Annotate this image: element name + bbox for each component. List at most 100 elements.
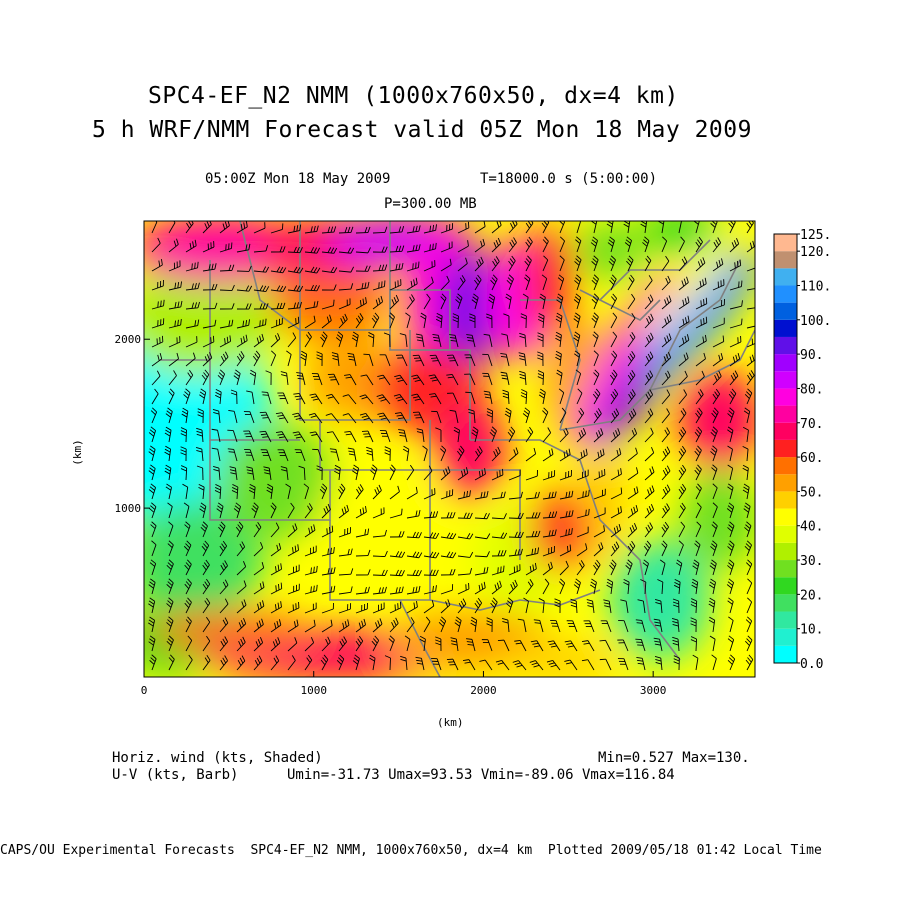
wind-barb	[219, 284, 235, 292]
wind-barb	[661, 408, 670, 424]
wind-barb	[610, 487, 623, 500]
wind-barb	[440, 584, 454, 595]
wind-barb	[219, 560, 228, 576]
wind-barb	[394, 374, 408, 386]
wind-barb	[219, 579, 229, 595]
wind-barb	[316, 465, 323, 481]
wind-barb	[627, 486, 639, 500]
wind-barb	[366, 446, 374, 462]
colorbar-swatch	[774, 560, 797, 578]
subtitle-time: 05:00Z Mon 18 May 2009	[205, 171, 391, 187]
wind-barb	[746, 578, 753, 595]
wind-barb	[479, 659, 493, 671]
wind-barb	[746, 239, 755, 253]
wind-barb	[389, 226, 405, 234]
wind-barb	[149, 654, 157, 671]
wind-barb	[321, 299, 335, 310]
wind-barb	[617, 658, 629, 671]
wind-barb	[555, 331, 562, 348]
wind-barb	[709, 559, 717, 576]
wind-barb	[277, 392, 289, 405]
wind-barb	[729, 318, 743, 329]
wind-barb	[729, 300, 743, 310]
wind-barb	[372, 295, 384, 310]
wind-barb	[344, 374, 357, 386]
wind-barb	[520, 389, 528, 405]
wind-barb	[168, 521, 174, 538]
wind-barb	[285, 483, 291, 500]
x-ticks: 0 1000 2000 3000	[141, 671, 666, 697]
wind-barb	[661, 351, 672, 367]
wind-barb	[661, 255, 670, 272]
wind-barb	[338, 283, 354, 291]
wind-barb	[593, 542, 604, 557]
wind-barb	[334, 464, 341, 481]
wind-barb	[370, 464, 378, 481]
wind-barb	[692, 654, 699, 671]
colorbar-swatch	[774, 388, 797, 406]
wind-barb	[244, 448, 255, 462]
wind-barb	[389, 586, 404, 595]
wind-barb	[474, 221, 486, 234]
wind-barb	[304, 654, 313, 671]
wind-barb	[216, 502, 224, 519]
wind-barb	[695, 316, 708, 329]
wind-barb	[695, 483, 702, 500]
wind-barb	[338, 226, 354, 234]
wind-barb	[372, 264, 388, 272]
wind-barb	[573, 293, 582, 310]
wind-barb	[446, 374, 459, 386]
wind-barb	[377, 374, 391, 386]
wind-barb	[491, 237, 502, 253]
wind-barb	[440, 551, 457, 559]
wind-barb	[520, 313, 527, 329]
wind-barb	[253, 222, 266, 234]
colorbar-label: 30.	[800, 554, 823, 569]
wind-barb	[287, 332, 297, 348]
wind-barb	[251, 502, 259, 519]
wind-barb	[678, 408, 687, 424]
wind-barb	[712, 317, 725, 329]
wind-barb	[576, 469, 589, 481]
wind-barb	[661, 427, 671, 443]
wind-barb	[253, 318, 267, 329]
wind-barb	[709, 578, 716, 595]
colorbar-label: 10.	[800, 623, 823, 638]
wind-barb	[491, 446, 501, 462]
wind-barb	[287, 285, 304, 292]
wind-barb	[277, 449, 289, 462]
wind-barb	[558, 578, 566, 595]
y-tick-label: 2000	[115, 333, 142, 346]
wind-barb	[379, 430, 391, 443]
wind-barb	[329, 448, 340, 462]
wind-barb	[372, 484, 382, 500]
wind-barb	[300, 350, 308, 367]
colorbar-swatch	[774, 422, 797, 440]
colorbar-label: 40.	[800, 520, 823, 535]
wind-barb	[180, 427, 187, 443]
wind-barb	[266, 483, 274, 500]
wind-barb	[440, 489, 454, 500]
wind-barb	[508, 579, 518, 595]
wind-barb	[331, 352, 340, 367]
colorbar-swatch	[774, 354, 797, 372]
colorbar-swatch	[774, 268, 797, 286]
boundary-line	[399, 599, 441, 677]
wind-barb	[742, 445, 749, 462]
wind-barb	[423, 293, 431, 310]
wind-barb	[338, 527, 351, 538]
wind-barb	[710, 445, 718, 462]
wind-barb	[338, 504, 349, 519]
wind-barb	[727, 559, 735, 576]
colorbar-swatch	[774, 611, 797, 629]
wind-barb	[423, 465, 433, 481]
wind-barb	[168, 260, 181, 272]
wind-barb	[181, 407, 189, 424]
wind-barb	[389, 464, 396, 481]
wind-barb	[292, 431, 306, 443]
wind-barb	[202, 635, 211, 652]
wind-barb	[744, 521, 752, 538]
wind-barb	[243, 411, 255, 424]
wind-barb	[325, 393, 340, 405]
wind-barb	[541, 274, 548, 291]
